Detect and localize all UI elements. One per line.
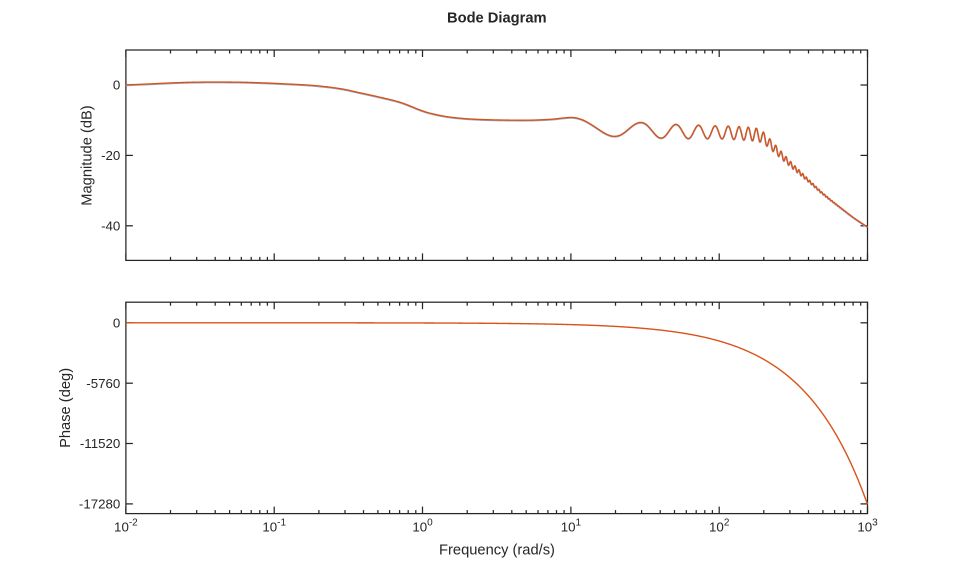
svg-text:-40: -40 bbox=[101, 219, 120, 234]
svg-text:0: 0 bbox=[113, 316, 120, 331]
svg-text:-5760: -5760 bbox=[86, 376, 120, 391]
svg-text:-20: -20 bbox=[101, 148, 120, 163]
svg-text:-11520: -11520 bbox=[80, 436, 120, 451]
svg-text:0: 0 bbox=[113, 78, 120, 93]
svg-text:Phase (deg): Phase (deg) bbox=[58, 368, 74, 448]
svg-text:Bode Diagram: Bode Diagram bbox=[447, 11, 547, 27]
svg-text:Frequency (rad/s): Frequency (rad/s) bbox=[439, 543, 555, 559]
svg-text:Magnitude (dB): Magnitude (dB) bbox=[80, 105, 96, 205]
svg-text:-17280: -17280 bbox=[79, 497, 120, 512]
